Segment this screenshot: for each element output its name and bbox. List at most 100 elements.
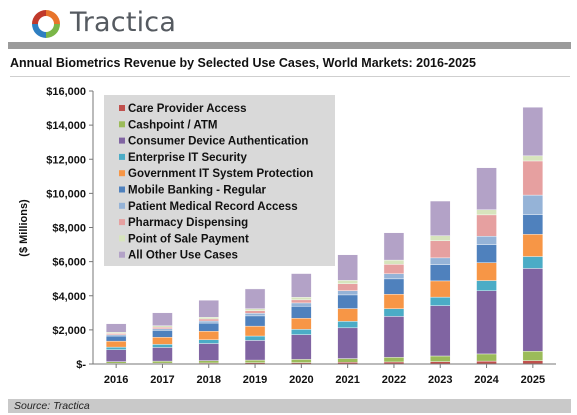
- bar-stack-2016: [105, 323, 127, 365]
- bar-segment: [291, 297, 312, 301]
- bar-segment: [105, 340, 127, 348]
- bar-stack-2019: [244, 288, 266, 365]
- bar-segment: [522, 155, 544, 162]
- bar-segment: [244, 335, 266, 341]
- bar-segment: [244, 313, 266, 317]
- source-note: Source: Tractica: [14, 400, 90, 412]
- legend-box: [104, 95, 335, 266]
- bar-segment: [244, 340, 266, 361]
- bar-segment: [476, 353, 497, 362]
- bar-segment: [522, 256, 544, 269]
- footer-bar: [8, 399, 571, 413]
- bar-segment: [198, 339, 219, 344]
- bar-segment: [383, 232, 405, 261]
- bars: [105, 107, 544, 365]
- bar-segment: [522, 107, 544, 157]
- bar-stack-2023: [430, 200, 451, 365]
- x-tick-label: 2017: [150, 374, 174, 386]
- bar-segment: [383, 294, 405, 309]
- x-tick-label: 2023: [428, 374, 452, 386]
- legend-label: Point of Sale Payment: [128, 233, 249, 245]
- legend-label: Cashpoint / ATM: [128, 119, 217, 131]
- y-tick-label: $10,000: [46, 188, 86, 200]
- bar-stack-2021: [337, 254, 358, 365]
- bar-segment: [105, 335, 127, 342]
- bar-segment: [476, 209, 497, 216]
- legend-label: Patient Medical Record Access: [128, 201, 298, 213]
- bar-segment: [522, 194, 544, 215]
- chart-title: Annual Biometrics Revenue by Selected Us…: [10, 56, 476, 70]
- bar-segment: [337, 254, 358, 281]
- bar-segment: [430, 257, 451, 265]
- legend-swatch: [119, 105, 125, 111]
- x-tick-label: 2019: [243, 374, 267, 386]
- legend-swatch: [119, 186, 125, 193]
- bar-segment: [244, 359, 266, 364]
- x-tick-label: 2016: [104, 374, 128, 386]
- bar-stack-2018: [198, 299, 219, 365]
- legend-label: Consumer Device Authentication: [128, 136, 308, 148]
- bar-segment: [152, 360, 173, 364]
- bar-segment: [337, 283, 358, 291]
- bar-segment: [291, 334, 312, 360]
- legend-swatch: [119, 153, 125, 160]
- bar-segment: [430, 264, 451, 282]
- bar-segment: [198, 318, 219, 322]
- bar-segment: [244, 325, 266, 337]
- y-axis: $- $2,000 $4,000 $6,000 $8,000 $10,000 $12,000…: [46, 86, 94, 371]
- bar-segment: [430, 305, 451, 357]
- bar-segment: [430, 296, 451, 306]
- bar-segment: [476, 262, 497, 281]
- bar-segment: [291, 299, 312, 304]
- legend-label: Government IT System Protection: [128, 168, 313, 180]
- x-tick-label: 2024: [474, 374, 499, 386]
- title-divider: [10, 76, 570, 77]
- x-axis: 2016 2017 2018 2019 2020 2021 2022 2023 2024 2025: [93, 363, 556, 386]
- bar-segment: [152, 325, 173, 328]
- y-tick-label: $2,000: [52, 325, 86, 337]
- bar-segment: [337, 308, 358, 322]
- x-tick-label: 2021: [335, 374, 359, 386]
- y-tick-label: $14,000: [46, 120, 86, 132]
- legend-label: All Other Use Cases: [128, 250, 238, 262]
- bar-segment: [105, 333, 127, 336]
- bar-segment: [430, 280, 451, 298]
- bar-stack-2025: [522, 107, 544, 365]
- bar-segment: [476, 167, 497, 210]
- bar-segment: [337, 294, 358, 309]
- bar-segment: [383, 259, 405, 265]
- bar-segment: [430, 200, 451, 236]
- bar-segment: [244, 315, 266, 327]
- bar-segment: [198, 331, 219, 340]
- bar-segment: [105, 361, 127, 364]
- bar-segment: [476, 244, 497, 263]
- y-tick-label: $12,000: [46, 154, 86, 166]
- bar-segment: [198, 299, 219, 318]
- bar-segment: [337, 280, 358, 285]
- bar-segment: [291, 318, 312, 330]
- bar-segment: [152, 326, 173, 330]
- brand-logo: Tractica: [30, 6, 250, 40]
- bar-segment: [522, 160, 544, 196]
- bar-segment: [198, 360, 219, 364]
- bar-segment: [522, 268, 544, 352]
- y-tick-label: $8,000: [52, 223, 86, 235]
- legend-swatch: [119, 235, 125, 242]
- bar-segment: [152, 344, 173, 348]
- bar-stack-2017: [152, 312, 173, 365]
- y-tick-label: $16,000: [46, 86, 86, 98]
- legend-swatch: [119, 251, 125, 258]
- legend-label: Mobile Banking - Regular: [128, 185, 267, 197]
- bar-segment: [152, 337, 173, 345]
- legend-label: Enterprise IT Security: [128, 152, 247, 164]
- bar-stack-2024: [476, 167, 497, 365]
- bar-segment: [152, 347, 173, 362]
- bar-segment: [291, 273, 312, 298]
- bar-segment: [383, 316, 405, 358]
- bar-segment: [337, 290, 358, 296]
- bar-segment: [198, 320, 219, 324]
- y-tick-label: $6,000: [52, 257, 86, 269]
- bar-segment: [244, 288, 266, 309]
- legend-swatch: [119, 121, 125, 128]
- bar-segment: [291, 329, 312, 335]
